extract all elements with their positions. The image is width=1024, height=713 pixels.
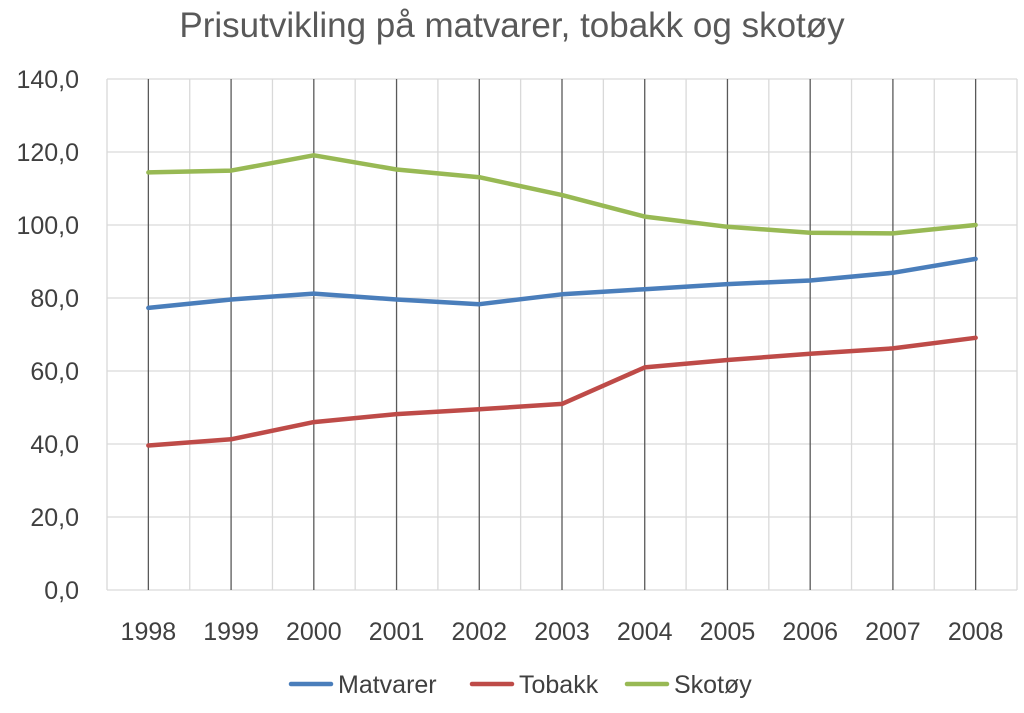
data-point <box>394 412 399 417</box>
x-tick-label: 2000 <box>286 618 342 646</box>
x-tick-label: 2008 <box>948 618 1004 646</box>
data-point <box>808 278 813 283</box>
data-point <box>560 193 564 198</box>
data-point <box>394 167 399 172</box>
data-point <box>477 175 482 180</box>
x-tick-label: 1999 <box>203 618 259 646</box>
data-point <box>229 168 234 173</box>
data-point <box>890 231 895 236</box>
data-point <box>394 297 399 302</box>
data-point <box>725 358 730 363</box>
data-point <box>642 214 647 219</box>
data-point <box>808 230 813 235</box>
data-point <box>890 270 895 275</box>
x-tick-label: 2006 <box>782 618 838 646</box>
legend-label: Tobakk <box>519 671 599 699</box>
x-tick-label: 2001 <box>369 618 425 646</box>
data-point <box>560 401 564 406</box>
data-point <box>229 297 234 302</box>
y-tick-label: 0,0 <box>44 577 79 605</box>
x-tick-label: 2004 <box>617 618 673 646</box>
x-tick-label: 2005 <box>700 618 756 646</box>
data-point <box>725 282 730 287</box>
y-tick-label: 60,0 <box>30 358 79 386</box>
data-point <box>146 305 151 310</box>
y-tick-label: 80,0 <box>30 285 79 313</box>
chart-title: Prisutvikling på matvarer, tobakk og sko… <box>179 6 845 45</box>
x-tick-label: 1998 <box>121 618 177 646</box>
y-tick-label: 100,0 <box>16 212 79 240</box>
y-tick-label: 40,0 <box>30 431 79 459</box>
data-point <box>311 420 316 425</box>
legend-label: Matvarer <box>338 671 437 699</box>
data-point <box>311 153 316 158</box>
grid <box>106 78 1018 591</box>
data-point <box>146 170 151 175</box>
data-point <box>477 302 482 307</box>
data-point <box>560 292 564 297</box>
data-point <box>973 223 978 227</box>
data-point <box>642 287 647 292</box>
y-tick-label: 20,0 <box>30 504 79 532</box>
x-tick-label: 2002 <box>451 618 507 646</box>
x-tick-label: 2003 <box>534 618 590 646</box>
x-tick-label: 2007 <box>865 618 921 646</box>
series-lines <box>146 153 978 448</box>
data-point <box>973 335 978 340</box>
data-point <box>146 443 151 448</box>
data-point <box>725 224 730 229</box>
data-point <box>973 256 978 261</box>
data-point <box>808 351 813 356</box>
legend: Matvarer Tobakk Skotøy <box>288 671 752 699</box>
data-point <box>642 365 647 370</box>
legend-label: Skotøy <box>674 671 752 699</box>
y-tick-label: 140,0 <box>16 66 79 94</box>
data-point <box>229 437 234 442</box>
y-tick-label: 120,0 <box>16 139 79 167</box>
data-point <box>477 407 482 412</box>
y-axis: 0,0 20,0 40,0 60,0 80,0 100,0 120,0 140,0 <box>16 66 79 605</box>
data-point <box>311 291 316 296</box>
data-point <box>890 346 895 351</box>
x-axis: 1998 1999 2000 2001 2002 2003 2004 2005 2006 2007… <box>121 618 1004 646</box>
